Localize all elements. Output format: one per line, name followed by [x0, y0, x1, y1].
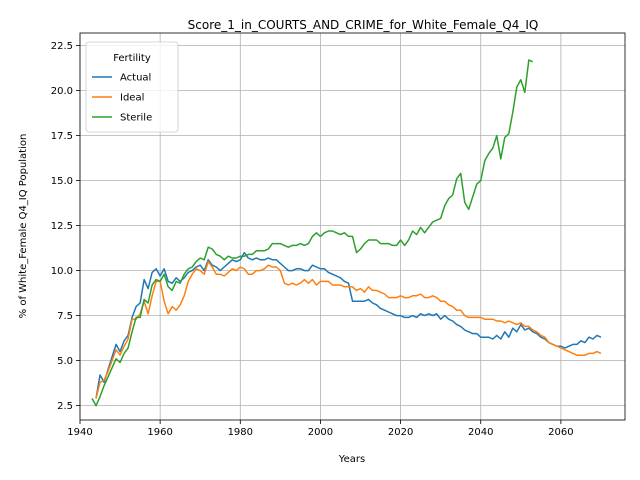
- x-tick-label: 2040: [468, 427, 493, 438]
- y-tick-label: 22.5: [51, 41, 73, 52]
- y-tick-label: 10.0: [51, 266, 73, 277]
- legend-label-ideal: Ideal: [120, 93, 144, 104]
- series-line-ideal: [95, 260, 602, 399]
- legend: Fertility Actual Ideal Sterile: [85, 41, 179, 133]
- x-axis-label: Years: [338, 454, 365, 465]
- x-tick-label: 2000: [308, 427, 333, 438]
- series-layer: [91, 59, 602, 407]
- y-tick-label: 2.5: [57, 401, 73, 412]
- y-tick-label: 5.0: [57, 356, 73, 367]
- y-tick-label: 15.0: [51, 176, 73, 187]
- y-axis: 2.5 5.0 7.5 10.0 12.5 15.0 17.5 20.0 22.5: [51, 41, 80, 412]
- legend-box: [85, 41, 179, 133]
- chart-title: Score_1_in_COURTS_AND_CRIME_for_White_Fe…: [188, 18, 539, 32]
- legend-title: Fertility: [113, 53, 151, 64]
- x-tick-label: 1980: [228, 427, 253, 438]
- gridlines: [79, 33, 625, 420]
- x-tick-label: 2020: [388, 427, 413, 438]
- y-tick-label: 7.5: [57, 311, 73, 322]
- plot-frame: [79, 32, 626, 421]
- x-tick-label: 1940: [67, 427, 92, 438]
- series-line-sterile: [91, 59, 534, 407]
- y-tick-label: 17.5: [51, 131, 73, 142]
- y-axis-label: % of White_Female Q4_IQ Population: [18, 134, 29, 319]
- legend-label-sterile: Sterile: [120, 113, 152, 124]
- x-axis: 1940 1960 1980 2000 2020 2040 2060: [67, 420, 574, 438]
- y-tick-label: 12.5: [51, 221, 73, 232]
- x-tick-label: 1960: [147, 427, 172, 438]
- y-tick-label: 20.0: [51, 86, 73, 97]
- legend-label-actual: Actual: [120, 73, 151, 84]
- x-tick-label: 2060: [548, 427, 573, 438]
